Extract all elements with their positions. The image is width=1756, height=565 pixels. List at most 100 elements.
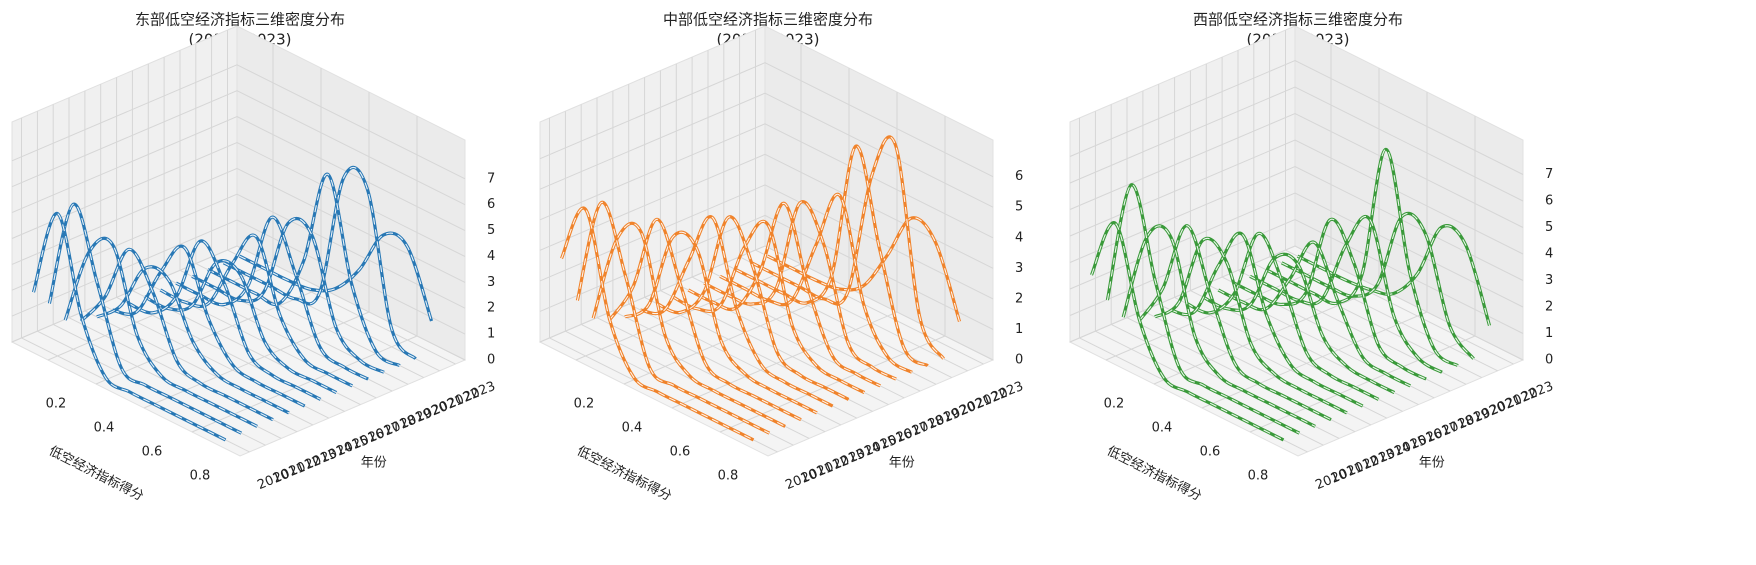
grid-line (539, 153, 994, 269)
grid-line (11, 116, 466, 232)
z-tick-label: 2 (1015, 291, 1023, 306)
z-tick-label: 6 (487, 197, 495, 212)
grid-line (227, 30, 456, 365)
x-tick-label: 0.8 (190, 469, 211, 484)
grid-line (1069, 86, 1524, 202)
chart-title: 中部低空经济指标三维密度分布 (663, 11, 873, 29)
curve-highlight (80, 248, 274, 421)
grid-line (1069, 218, 1524, 334)
grid-line (539, 92, 994, 208)
x-axis-label: 低空经济指标得分 (46, 443, 146, 504)
grid-line (1249, 116, 1476, 433)
z-tick-label: 4 (1015, 230, 1023, 245)
z-tick-label: 6 (1545, 193, 1553, 208)
x-axis-label: 低空经济指标得分 (1104, 443, 1204, 504)
grid-line (1285, 30, 1514, 365)
grid-line (539, 62, 994, 178)
y-tick-label: 2023 (461, 379, 497, 405)
curve-highlight (640, 216, 833, 407)
curve-highlight (1138, 225, 1332, 421)
grid-line (707, 50, 937, 385)
x-tick-label: 0.8 (718, 469, 739, 484)
curve-highlight (624, 231, 818, 414)
z-tick-label: 4 (1545, 246, 1553, 261)
density-curve (1090, 221, 1285, 442)
curve-highlight (1106, 184, 1300, 434)
curve-highlight (1154, 237, 1348, 414)
panel: 西部低空经济指标三维密度分布(2010 - 2023)012345670.20.… (1068, 11, 1556, 504)
curve-highlight (592, 222, 786, 427)
grid-line (691, 57, 921, 392)
curve-highlight (112, 245, 305, 407)
curve-highlight (1170, 232, 1363, 407)
z-tick-label: 7 (487, 171, 495, 186)
x-tick-label: 0.8 (1248, 469, 1269, 484)
z-tick-label: 5 (1545, 220, 1553, 235)
grid-line (179, 50, 409, 385)
curve-highlight (1233, 218, 1427, 380)
curve-highlight (576, 201, 770, 434)
grid-line (659, 70, 889, 406)
curve-highlight (96, 266, 290, 414)
z-tick-label: 7 (1545, 167, 1553, 182)
grid-line (1105, 44, 1332, 361)
curve-highlight (128, 240, 321, 400)
curve-highlight (751, 136, 945, 360)
curve-highlight (1122, 225, 1316, 427)
grid-line (1069, 59, 1524, 175)
y-tick-label: 2023 (989, 379, 1025, 405)
z-tick-label: 3 (1015, 261, 1023, 276)
z-tick-label: 2 (487, 301, 495, 316)
curve-highlight (735, 145, 929, 367)
grid-line (211, 36, 440, 372)
x-axis-label: 低空经济指标得分 (574, 443, 674, 504)
curve-highlight (1297, 225, 1491, 326)
grid-line (191, 116, 418, 433)
y-tick-label: 2023 (1519, 379, 1555, 405)
curve-highlight (191, 217, 385, 373)
panel: 中部低空经济指标三维密度分布(2010 - 2023)01234560.20.4… (538, 11, 1026, 504)
grid-line (539, 245, 994, 361)
x-tick-label: 0.6 (142, 445, 163, 460)
grid-line (539, 123, 994, 239)
grid-line (539, 184, 994, 300)
x-tick-label: 0.6 (1200, 445, 1221, 460)
z-tick-label: 5 (487, 223, 495, 238)
curve-highlight (144, 260, 337, 394)
grid-line (1189, 70, 1419, 406)
curve-highlight (160, 234, 353, 387)
grid-line (11, 141, 466, 257)
curve-highlight (32, 213, 226, 441)
curve-highlight (688, 202, 881, 387)
grid-line (755, 30, 984, 365)
grid-line (195, 43, 425, 379)
z-tick-label: 5 (1015, 200, 1023, 215)
z-tick-label: 4 (487, 249, 495, 264)
panel: 东部低空经济指标三维密度分布(2010 - 2023)012345670.20.… (10, 11, 498, 504)
grid-line (11, 90, 466, 206)
curve-highlight (1249, 216, 1443, 373)
curve-highlight (656, 216, 849, 400)
z-tick-label: 1 (1015, 322, 1023, 337)
z-tick-label: 0 (487, 353, 495, 368)
x-tick-label: 0.2 (1104, 397, 1125, 412)
curve-highlight (1202, 253, 1395, 394)
curve-highlight (48, 203, 242, 434)
grid-line (11, 64, 466, 180)
y-axis-label: 年份 (361, 456, 387, 471)
x-tick-label: 0.6 (670, 445, 691, 460)
z-tick-label: 6 (1015, 169, 1023, 184)
curve-highlight (767, 217, 961, 322)
x-tick-label: 0.4 (94, 421, 115, 436)
grid-line (1069, 139, 1524, 255)
grid-line (11, 219, 466, 335)
grid-line (1069, 192, 1524, 308)
curve-highlight (207, 173, 401, 367)
z-tick-label: 3 (487, 275, 495, 290)
curve-highlight (672, 220, 865, 394)
z-tick-label: 0 (1015, 353, 1023, 368)
z-tick-label: 3 (1545, 273, 1553, 288)
chart-title: 东部低空经济指标三维密度分布 (135, 11, 345, 29)
curve-highlight (1281, 212, 1475, 360)
